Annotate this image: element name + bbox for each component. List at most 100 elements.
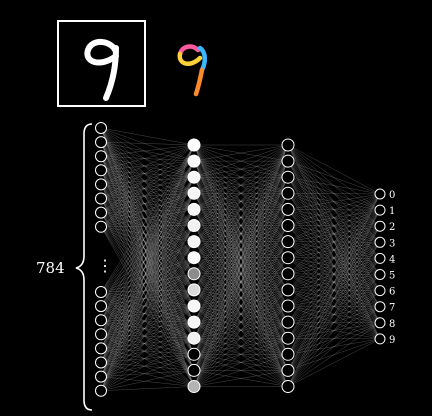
edge	[100, 142, 195, 323]
edge	[100, 177, 195, 391]
edge	[100, 212, 195, 307]
edge	[100, 127, 195, 387]
edge	[100, 127, 195, 371]
edge	[100, 170, 195, 258]
edge	[193, 354, 289, 387]
edge	[100, 156, 195, 323]
edge	[100, 291, 195, 323]
edge	[100, 241, 195, 335]
edge	[100, 354, 195, 363]
input-node	[95, 206, 107, 219]
hidden2-node	[281, 363, 295, 377]
edge	[100, 241, 195, 307]
edge	[100, 156, 195, 178]
edge	[100, 370, 195, 377]
edge	[100, 156, 195, 290]
edge	[100, 127, 195, 194]
hidden2-node	[281, 331, 295, 345]
edge	[287, 193, 381, 226]
edge	[100, 184, 195, 371]
edge	[100, 156, 195, 371]
edge	[100, 184, 195, 258]
edge	[100, 156, 195, 307]
output-label: 0	[389, 190, 395, 201]
hidden1-node	[187, 186, 201, 200]
input-node	[95, 370, 107, 383]
edge	[100, 144, 195, 199]
edge	[100, 160, 195, 293]
edge	[100, 127, 195, 355]
edge	[100, 141, 195, 242]
edge	[100, 156, 195, 162]
edge	[100, 198, 195, 274]
edge	[100, 170, 195, 226]
edge	[100, 305, 195, 323]
input-count-label: 784	[36, 259, 65, 277]
edge	[100, 177, 195, 185]
edge	[100, 305, 195, 339]
input-layer-brace	[75, 123, 93, 411]
edge	[100, 225, 195, 391]
edge	[100, 170, 195, 307]
edge	[100, 142, 195, 355]
edge	[100, 156, 195, 194]
edge	[100, 144, 195, 227]
edge	[100, 161, 195, 321]
edge	[100, 273, 195, 321]
hidden1-node	[187, 331, 201, 345]
edge	[193, 144, 289, 258]
edge	[100, 170, 195, 242]
edge	[100, 305, 195, 387]
edge	[100, 156, 195, 242]
edge	[100, 144, 195, 307]
edge	[193, 144, 289, 371]
edge	[193, 177, 289, 387]
edge	[100, 184, 195, 355]
edge	[100, 184, 195, 242]
edge	[100, 354, 195, 377]
input-node	[95, 342, 107, 355]
edge	[100, 193, 195, 321]
output-node	[374, 317, 386, 329]
edge	[287, 193, 381, 210]
hidden2-node	[281, 219, 295, 232]
edge	[100, 144, 195, 349]
edge	[100, 212, 195, 323]
edge	[100, 226, 195, 339]
edge	[100, 225, 195, 293]
output-node	[374, 252, 386, 264]
edge	[100, 209, 195, 293]
edge	[193, 144, 289, 178]
edge	[100, 241, 195, 349]
edge	[193, 144, 289, 194]
edge	[100, 184, 195, 226]
edge	[287, 210, 381, 387]
edge	[100, 305, 195, 363]
edge	[193, 144, 289, 323]
edge	[100, 177, 195, 363]
edge	[100, 156, 195, 355]
edge	[100, 142, 195, 290]
edge	[100, 156, 195, 274]
output-node	[374, 236, 386, 248]
edge	[100, 141, 195, 146]
hidden2-node	[281, 235, 295, 249]
edge	[100, 141, 195, 194]
output-label: 1	[389, 206, 395, 217]
edge	[100, 127, 195, 162]
edge	[193, 144, 289, 387]
edge	[100, 184, 195, 291]
edge	[100, 338, 195, 391]
edge	[100, 144, 195, 293]
hidden2-node	[281, 202, 295, 216]
edge	[100, 198, 195, 355]
edge	[100, 257, 195, 391]
output-node	[374, 220, 386, 232]
edge	[100, 141, 195, 162]
edge	[100, 289, 195, 293]
edge	[100, 225, 195, 335]
edge	[100, 305, 195, 377]
edge	[100, 291, 195, 339]
edge	[100, 198, 195, 307]
edge	[100, 177, 195, 321]
